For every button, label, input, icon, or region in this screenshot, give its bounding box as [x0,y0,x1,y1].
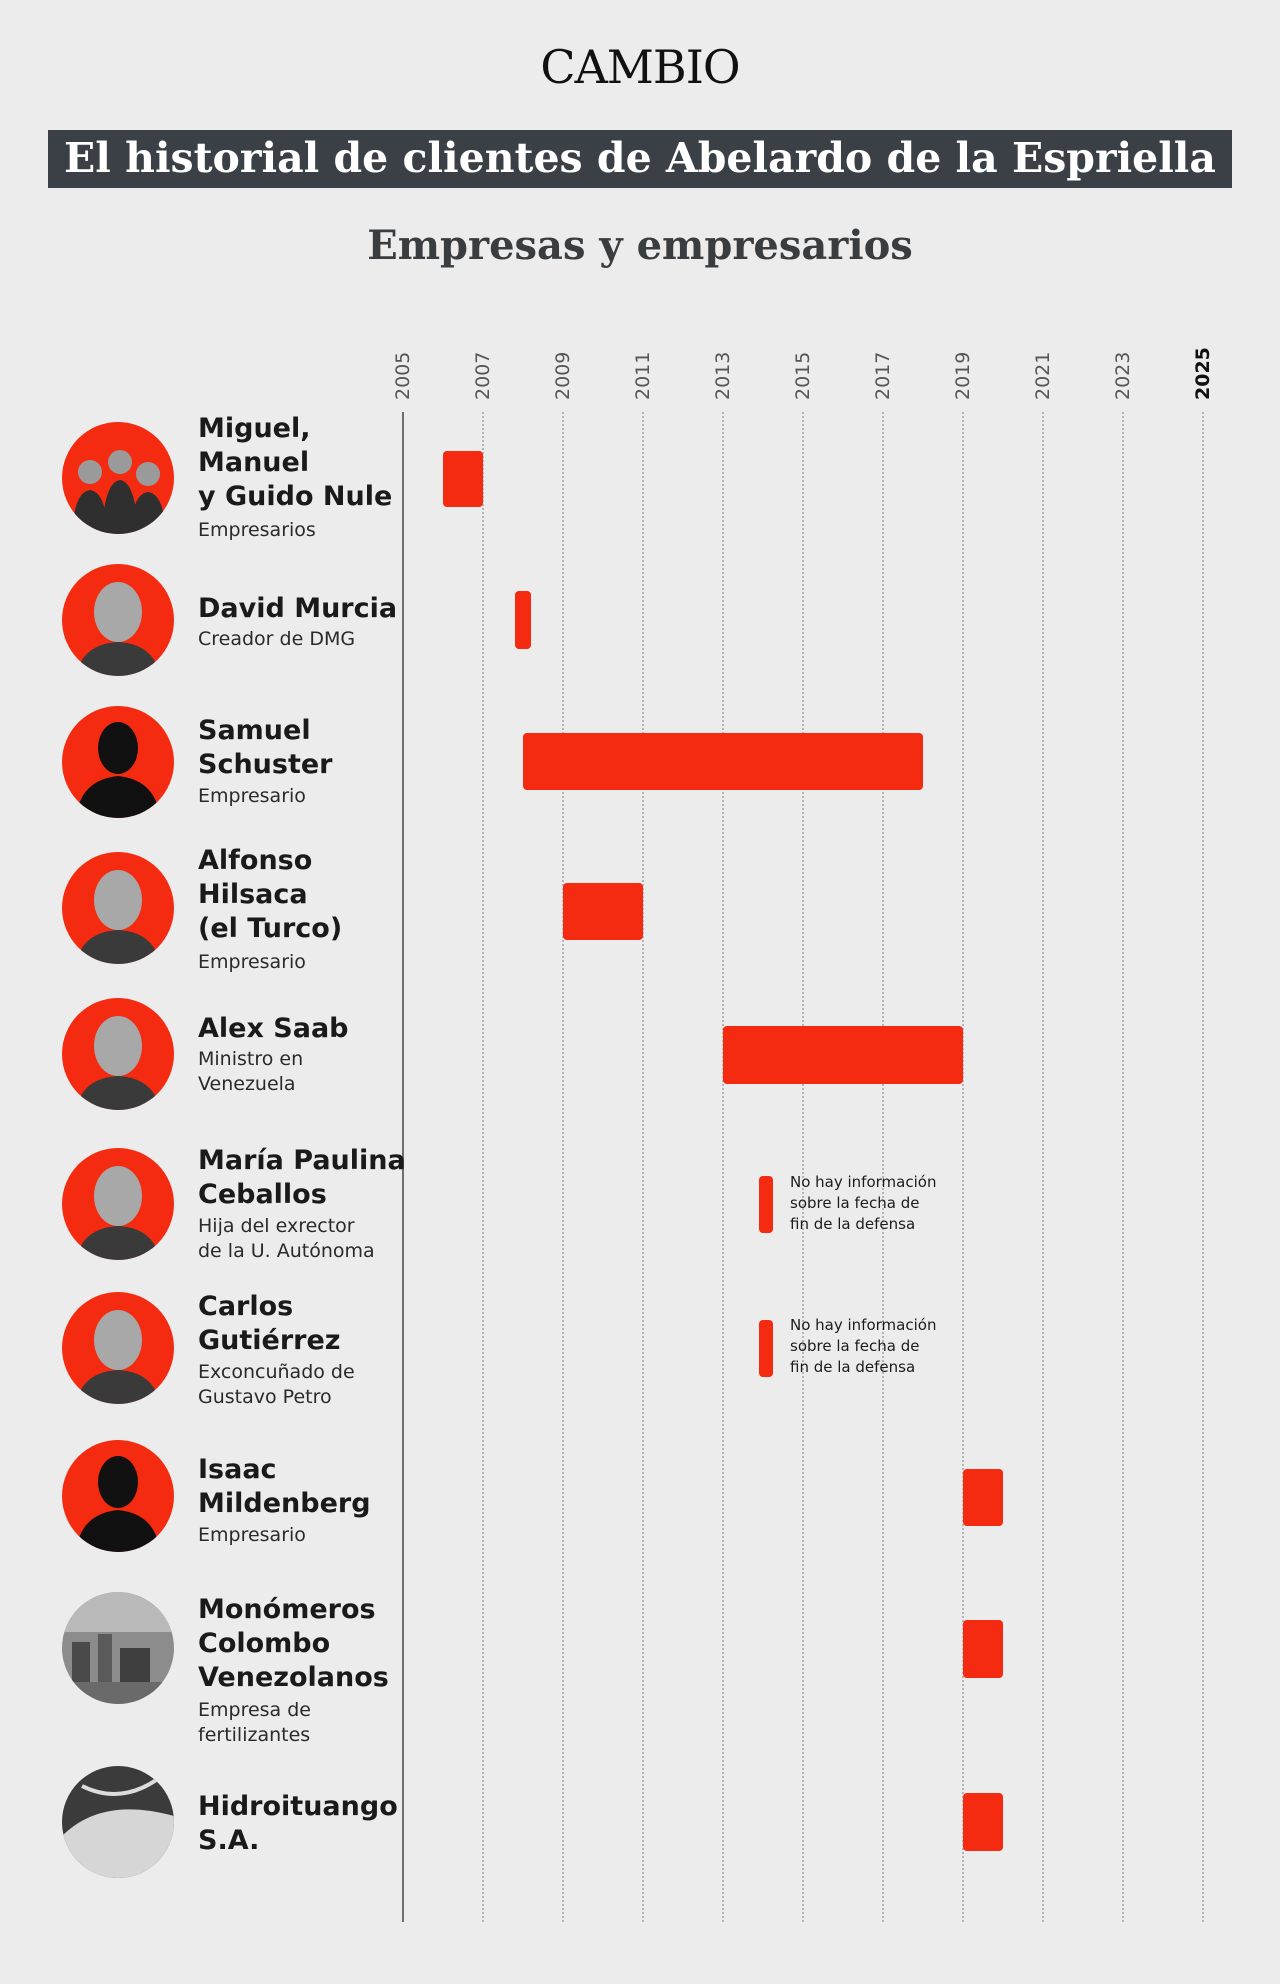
person-photo-icon [62,1148,174,1260]
year-tick-label: 2007 [472,351,494,400]
year-tick-label: 2025 [1192,347,1214,400]
grid-line [482,412,484,1922]
silhouette-icon [62,706,174,818]
year-tick-label: 2015 [792,351,814,400]
client-role: Ministro en Venezuela [198,1048,304,1095]
year-tick-label: 2019 [952,351,974,400]
grid-line [1042,412,1044,1922]
timeline-bar [963,1469,1003,1526]
client-name: María Paulina Ceballos [198,1145,406,1210]
client-name: Monómeros Colombo Venezolanos [198,1594,389,1693]
timeline-bar [443,451,483,507]
grid-line [962,412,964,1922]
timeline-bar [759,1176,773,1233]
client-name: Alfonso Hilsaca (el Turco) [198,845,343,944]
client-name: David Murcia [198,593,398,624]
year-tick-label: 2011 [632,351,654,400]
person-photo-icon [62,852,174,964]
brand-logo: CAMBIO [540,40,740,94]
client-role: Hija del exrector de la U. Autónoma [198,1215,375,1262]
person-photo-icon [62,564,174,676]
grid-line [882,412,884,1922]
grid-line [562,412,564,1922]
grid-line [1202,412,1204,1922]
no-end-date-note: No hay información sobre la fecha de fin… [790,1173,937,1233]
client-role: Empresario [198,1524,306,1546]
timeline-bar [723,1026,963,1084]
grid-line [642,412,644,1922]
year-tick-label: 2013 [712,351,734,400]
client-name: Miguel, Manuel y Guido Nule [198,413,393,512]
timeline-axis-line [402,412,404,1922]
chart-subtitle: Empresas y empresarios [367,222,913,269]
client-name: Alex Saab [198,1013,349,1044]
timeline-bar [523,733,923,790]
timeline-bar [515,591,531,649]
group-photo-icon [62,422,174,534]
grid-line [802,412,804,1922]
year-tick-label: 2009 [552,351,574,400]
year-tick-label: 2017 [872,351,894,400]
client-name: Carlos Gutiérrez [198,1291,341,1356]
client-role: Empresario [198,785,306,807]
timeline-bar [963,1620,1003,1678]
client-role: Exconcuñado de Gustavo Petro [198,1361,355,1408]
client-name: Samuel Schuster [198,715,333,780]
client-role: Empresa de fertilizantes [198,1699,311,1746]
grid-line [1122,412,1124,1922]
no-end-date-note: No hay información sobre la fecha de fin… [790,1316,937,1376]
person-photo-icon [62,1292,174,1404]
client-role: Creador de DMG [198,628,356,650]
year-tick-label: 2021 [1032,351,1054,400]
grid-line [722,412,724,1922]
timeline-bar [563,883,643,940]
year-tick-label: 2023 [1112,351,1134,400]
timeline-bar [759,1320,773,1377]
client-role: Empresario [198,951,306,973]
factory-photo-icon [62,1592,174,1704]
client-name: Isaac Mildenberg [198,1454,371,1519]
year-tick-label: 2005 [392,351,414,400]
client-role: Empresarios [198,519,316,541]
dam-photo-icon [62,1766,174,1878]
timeline-bar [963,1793,1003,1851]
page-title: El historial de clientes de Abelardo de … [48,130,1232,188]
silhouette-icon [62,1440,174,1552]
person-photo-icon [62,998,174,1110]
client-name: Hidroituango S.A. [198,1791,398,1856]
